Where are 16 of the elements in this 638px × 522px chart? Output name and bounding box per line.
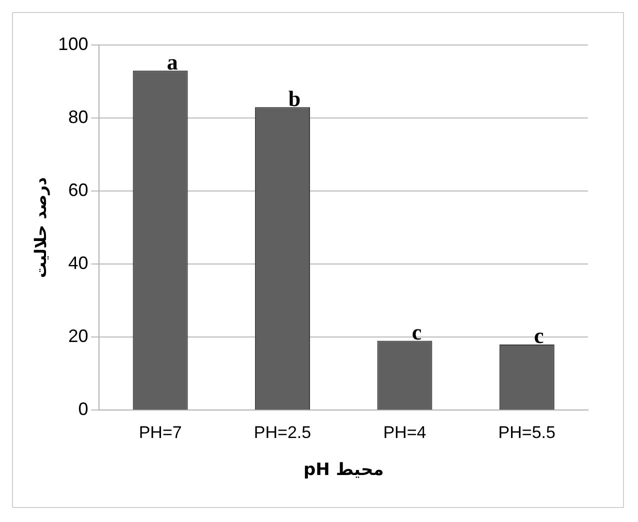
y-axis-title: درصد حلالیت (30, 177, 50, 278)
y-tick-label: 80 (68, 107, 88, 128)
y-tick-label: 20 (68, 326, 88, 346)
annotation: a (166, 49, 178, 74)
x-tick-label: PH=7 (138, 423, 182, 442)
annotation: c (412, 320, 422, 344)
annotation: b (288, 86, 301, 111)
x-tick-label: PH=5.5 (498, 423, 556, 442)
x-tick-label: PH=2.5 (254, 423, 312, 442)
y-tick-label: 0 (78, 399, 88, 420)
y-tick-label: 100 (58, 34, 88, 54)
x-tick-label: PH=4 (383, 423, 426, 442)
x-axis-title: pH محیط (303, 460, 384, 480)
y-tick-label: 60 (68, 180, 88, 200)
annotation: c (534, 323, 544, 348)
y-tick-label: 40 (68, 253, 88, 274)
